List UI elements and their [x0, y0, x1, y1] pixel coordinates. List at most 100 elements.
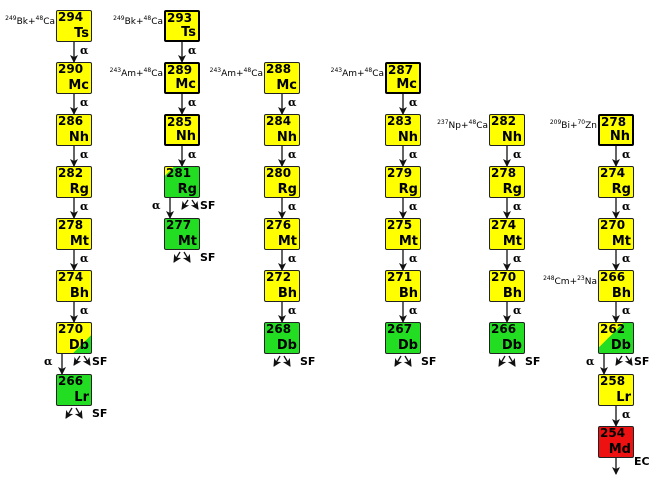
nuclide-md-254: 254 Md — [598, 426, 634, 458]
alpha-label: α — [288, 200, 297, 213]
mass-number: 274 — [58, 270, 84, 284]
mass-number: 275 — [387, 218, 413, 232]
nuclide-mc-288: 288 Mc — [264, 62, 300, 94]
sf-arrow — [73, 355, 82, 366]
element-symbol: Nh — [276, 130, 297, 145]
mass-number: 278 — [601, 115, 627, 129]
nuclide-nh-278: 278 Nh — [598, 114, 634, 146]
nuclide-lr-258: 258 Lr — [598, 374, 634, 406]
sf-arrow — [182, 251, 191, 263]
sf-label: SF — [421, 355, 437, 368]
alpha-label: α — [80, 200, 89, 213]
alpha-label: α — [288, 148, 297, 161]
element-symbol: Nh — [175, 129, 196, 144]
sf-label: SF — [92, 407, 108, 420]
production-reaction: 248Cm+23Na — [543, 275, 597, 287]
element-symbol: Mt — [69, 234, 89, 249]
element-symbol: Mt — [502, 234, 522, 249]
mass-number: 281 — [166, 166, 192, 180]
alpha-label: α — [44, 355, 53, 368]
mass-number: 282 — [58, 166, 84, 180]
sf-label: SF — [525, 355, 541, 368]
mass-number: 266 — [600, 270, 626, 284]
alpha-label: α — [409, 148, 418, 161]
alpha-label: α — [288, 252, 297, 265]
element-symbol: Bh — [611, 286, 631, 301]
element-symbol: Nh — [609, 129, 630, 144]
element-symbol: Rg — [398, 182, 418, 197]
sf-arrow — [615, 355, 624, 366]
element-symbol: Rg — [277, 182, 297, 197]
nuclide-bh-274: 274 Bh — [56, 270, 92, 302]
nuclide-bh-272: 272 Bh — [264, 270, 300, 302]
alpha-label: α — [622, 252, 631, 265]
alpha-label: α — [586, 355, 595, 368]
mass-number: 271 — [387, 270, 413, 284]
nuclide-bh-270: 270 Bh — [489, 270, 525, 302]
nuclide-bh-271: 271 Bh — [385, 270, 421, 302]
nuclide-mt-270: 270 Mt — [598, 218, 634, 250]
sf-arrow — [403, 355, 412, 367]
mass-number: 274 — [491, 218, 517, 232]
mass-number: 274 — [600, 166, 626, 180]
alpha-label: α — [80, 96, 89, 109]
mass-number: 278 — [491, 166, 517, 180]
nuclide-mt-274: 274 Mt — [489, 218, 525, 250]
mass-number: 262 — [600, 322, 626, 336]
sf-label: SF — [92, 355, 108, 368]
mass-number: 277 — [166, 218, 192, 232]
alpha-label: α — [288, 304, 297, 317]
nuclide-bh-266: 266 Bh — [598, 270, 634, 302]
alpha-label: α — [80, 148, 89, 161]
mass-number: 289 — [167, 63, 193, 77]
mass-number: 270 — [600, 218, 626, 232]
alpha-label: α — [188, 148, 197, 161]
element-symbol: Db — [68, 338, 89, 353]
mass-number: 288 — [266, 62, 292, 76]
mass-number: 280 — [266, 166, 292, 180]
element-symbol: Bh — [398, 286, 418, 301]
sf-arrow — [624, 355, 633, 366]
element-symbol: Rg — [502, 182, 522, 197]
nuclide-rg-274: 274 Rg — [598, 166, 634, 198]
mass-number: 279 — [387, 166, 413, 180]
element-symbol: Rg — [69, 182, 89, 197]
alpha-label: α — [622, 148, 631, 161]
element-symbol: Bh — [277, 286, 297, 301]
production-reaction: 243Am+48Ca — [330, 67, 384, 79]
mass-number: 267 — [387, 322, 413, 336]
mass-number: 276 — [266, 218, 292, 232]
nuclide-mc-287: 287 Mc — [385, 62, 421, 94]
sf-arrow — [190, 199, 199, 210]
element-symbol: Nh — [68, 130, 89, 145]
nuclide-nh-286: 286 Nh — [56, 114, 92, 146]
element-symbol: Db — [610, 338, 631, 353]
sf-arrow — [273, 355, 282, 367]
element-symbol: Ts — [74, 26, 89, 41]
sf-arrow — [65, 407, 74, 419]
mass-number: 284 — [266, 114, 292, 128]
element-symbol: Rg — [177, 182, 197, 197]
element-symbol: Lr — [74, 390, 89, 405]
sf-arrow — [74, 407, 83, 419]
nuclide-mt-275: 275 Mt — [385, 218, 421, 250]
element-symbol: Mc — [276, 78, 297, 93]
production-reaction: 209Bi+70Zn — [549, 119, 597, 131]
alpha-label: α — [80, 252, 89, 265]
nuclide-rg-282: 282 Rg — [56, 166, 92, 198]
element-symbol: Mc — [175, 77, 196, 92]
sf-arrow — [181, 199, 190, 210]
element-symbol: Db — [276, 338, 297, 353]
sf-label: SF — [634, 355, 650, 368]
mass-number: 258 — [600, 374, 626, 388]
mass-number: 282 — [491, 114, 517, 128]
element-symbol: Bh — [502, 286, 522, 301]
alpha-label: α — [409, 252, 418, 265]
nuclide-rg-279: 279 Rg — [385, 166, 421, 198]
nuclide-nh-283: 283 Nh — [385, 114, 421, 146]
nuclide-db-266: 266 Db — [489, 322, 525, 354]
alpha-label: α — [622, 304, 631, 317]
production-reaction: 249Bk+48Ca — [113, 15, 163, 27]
